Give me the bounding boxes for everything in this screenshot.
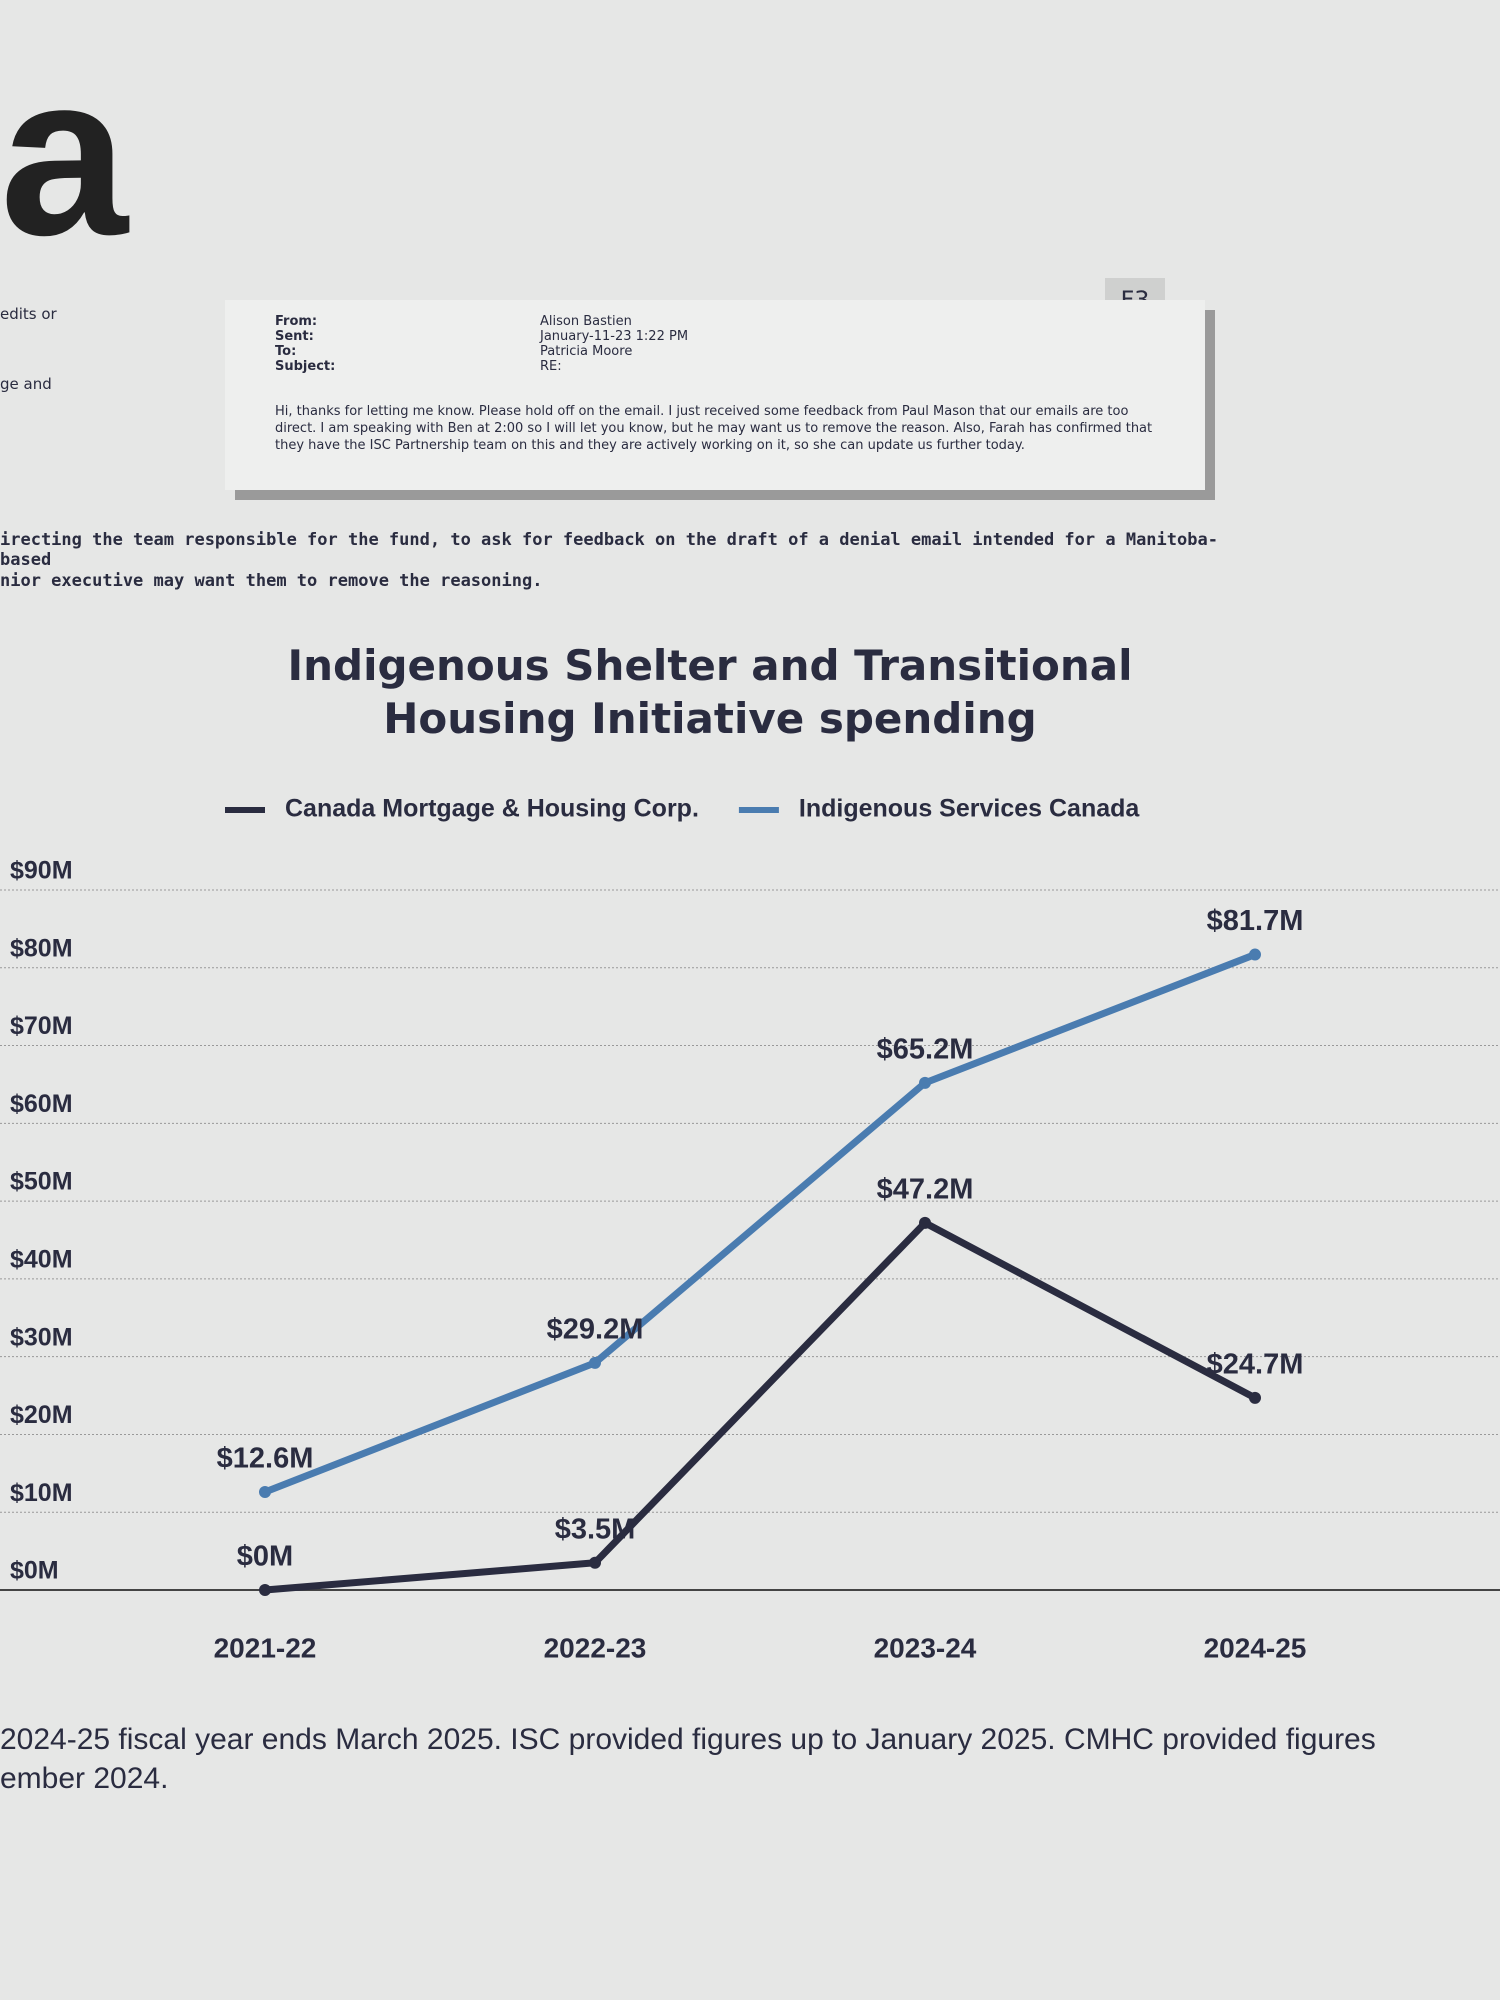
footnote: 2024-25 fiscal year ends March 2025. ISC… (0, 1720, 1500, 1798)
caption-line: irecting the team responsible for the fu… (0, 530, 1218, 571)
caption: irecting the team responsible for the fu… (0, 530, 1220, 591)
footnote-line: ember 2024. (0, 1762, 169, 1795)
data-label: $47.2M (877, 1174, 974, 1206)
email-field-label: To: (275, 344, 297, 359)
y-tick-label: $0M (10, 1557, 59, 1585)
x-tick-label: 2022-23 (544, 1632, 647, 1663)
email-field-label: Sent: (275, 329, 314, 344)
data-label: $24.7M (1207, 1349, 1304, 1381)
x-tick-label: 2023-24 (874, 1632, 977, 1663)
point (259, 1486, 271, 1498)
point (259, 1584, 271, 1596)
data-label: $81.7M (1207, 905, 1304, 937)
email-field-value: Patricia Moore (540, 344, 633, 359)
y-tick-label: $10M (10, 1479, 73, 1507)
series-line (264, 1219, 1257, 1594)
masthead-letter: a (0, 26, 128, 283)
point (589, 1356, 601, 1369)
email-field-value: January-11-23 1:22 PM (540, 329, 689, 344)
chart-title: Indigenous Shelter and Transitional Hous… (287, 641, 1133, 743)
x-tick-label: 2024-25 (1204, 1632, 1307, 1663)
email-body: Hi, thanks for letting me know. Please h… (275, 404, 1153, 453)
y-tick-label: $30M (10, 1323, 73, 1351)
y-tick-label: $80M (10, 934, 73, 962)
y-tick-label: $90M (10, 857, 73, 885)
y-tick-label: $50M (10, 1168, 73, 1196)
x-tick-label: 2021-22 (214, 1632, 317, 1663)
data-label: $0M (237, 1541, 293, 1573)
point (1249, 1391, 1261, 1404)
y-tick-label: $60M (10, 1090, 73, 1118)
chart: Canada Mortgage & Housing Corp. Indigenou… (0, 795, 1500, 1663)
data-label: $12.6M (217, 1443, 314, 1475)
column-fragment: ge and (0, 375, 52, 393)
email-field-label: Subject: (275, 359, 336, 374)
footnote-line: 2024-25 fiscal year ends March 2025. ISC… (0, 1723, 1376, 1756)
email-field-label: From: (275, 314, 318, 329)
y-tick-label: $20M (10, 1401, 73, 1429)
column-fragment: edits or (0, 305, 57, 323)
series-line (263, 951, 1257, 1496)
point (1249, 948, 1261, 961)
email-box: From: Alison Bastien Sent: January-11-23 1:… (225, 300, 1205, 490)
email-fields: From: Alison Bastien Sent: January-11-23 1:… (275, 314, 1155, 374)
data-label: $3.5M (555, 1513, 636, 1545)
point (919, 1216, 931, 1229)
point (919, 1076, 931, 1089)
y-tick-label: $70M (10, 1012, 73, 1040)
email-field-value: Alison Bastien (540, 314, 632, 329)
data-label: $65.2M (877, 1034, 974, 1066)
data-label: $29.2M (547, 1314, 644, 1346)
email-field-value: RE: (540, 359, 562, 374)
point (589, 1556, 601, 1569)
y-tick-label: $40M (10, 1245, 73, 1273)
legend-label: Indigenous Services Canada (799, 795, 1140, 823)
legend-label: Canada Mortgage & Housing Corp. (285, 795, 699, 823)
caption-line: nior executive may want them to remove t… (0, 570, 543, 591)
